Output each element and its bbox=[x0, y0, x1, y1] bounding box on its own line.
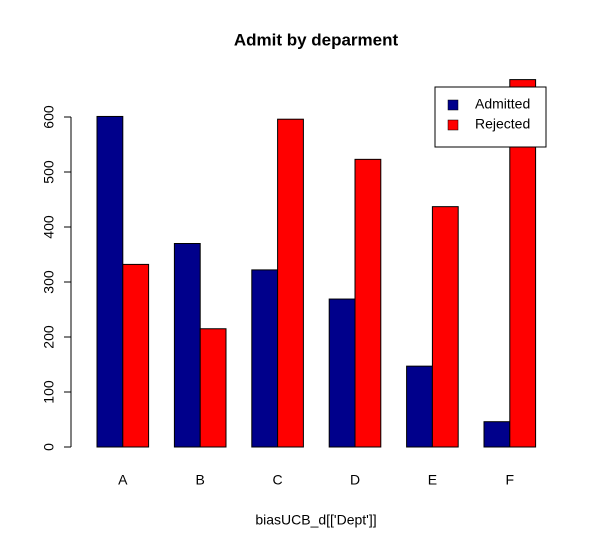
legend-swatch bbox=[447, 119, 459, 131]
legend-label: Admitted bbox=[475, 96, 530, 112]
y-tick-label: 0 bbox=[41, 443, 57, 451]
y-tick-label: 500 bbox=[41, 160, 57, 184]
x-tick-label: F bbox=[506, 472, 515, 488]
legend-box bbox=[434, 86, 547, 148]
x-tick-label: E bbox=[428, 472, 437, 488]
bar bbox=[328, 298, 356, 448]
bar bbox=[483, 421, 511, 448]
bar bbox=[251, 269, 279, 448]
y-tick-label: 100 bbox=[41, 380, 57, 404]
x-tick-label: D bbox=[350, 472, 360, 488]
bar bbox=[122, 263, 150, 448]
bar bbox=[199, 328, 227, 448]
x-axis-label: biasUCB_d[['Dept']] bbox=[255, 512, 376, 528]
legend-swatch bbox=[447, 99, 459, 111]
bar bbox=[431, 206, 459, 448]
bar bbox=[96, 115, 124, 448]
bar bbox=[354, 158, 382, 448]
x-tick-label: C bbox=[273, 472, 283, 488]
legend-label: Rejected bbox=[475, 116, 530, 132]
y-tick-label: 300 bbox=[41, 270, 57, 294]
x-tick-label: B bbox=[196, 472, 205, 488]
y-tick-label: 600 bbox=[41, 105, 57, 129]
chart-title: Admit by deparment bbox=[234, 30, 399, 49]
x-tick-label: A bbox=[118, 472, 128, 488]
y-tick-label: 400 bbox=[41, 215, 57, 239]
bar bbox=[277, 118, 304, 448]
y-tick-label: 200 bbox=[41, 325, 57, 349]
bar bbox=[406, 365, 433, 448]
bar bbox=[173, 243, 201, 448]
